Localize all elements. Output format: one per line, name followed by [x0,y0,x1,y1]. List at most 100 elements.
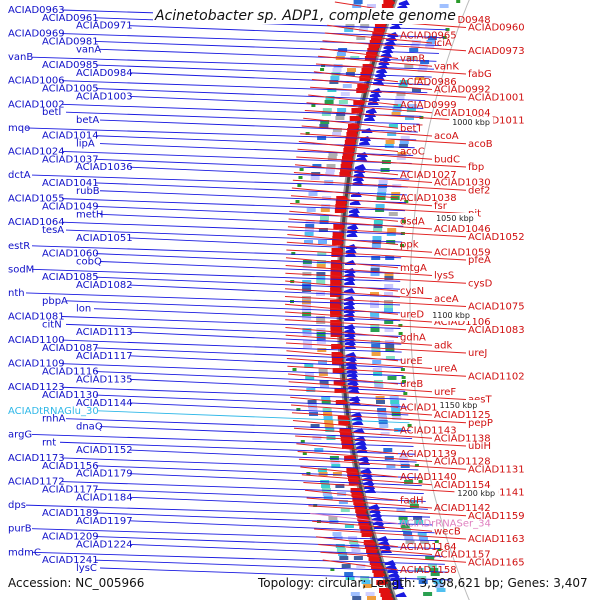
gene-label: fabG [468,69,492,80]
gene-label: pbpA [42,296,68,307]
leader-line [288,381,433,393]
leader-line [31,245,402,259]
cog-block [320,120,330,124]
gene-label: ACIAD1037 [42,154,99,165]
gene-label: nth [8,288,25,299]
cog-block [340,92,350,96]
gene-label: ACIAD1157 [434,550,491,561]
cog-block [362,584,372,588]
leader-line [306,102,433,114]
leader-line [61,33,442,47]
gene-label: ACIAD0981 [42,36,99,47]
cog-block [320,208,330,212]
cog-block [341,564,351,568]
gene-label: ACIAD1060 [42,249,99,260]
gene-label: ACIAD1156 [42,461,99,472]
gene-label: ACIAD1173 [8,453,65,464]
kbp-label: 1100 kbp [432,311,470,320]
gene-label: ACIAD1003 [76,91,133,102]
kbp-label-bg [454,488,499,499]
cog-block [328,152,338,156]
leader-line [285,257,399,269]
forward-gene-mark [361,532,374,537]
leader-line [285,334,433,346]
gc-tick [296,408,301,411]
gene-label: gdhA [400,333,426,344]
gene-label: ACIAD1027 [400,170,457,181]
cog-block [384,328,394,332]
cog-block [426,40,436,44]
leader-line [320,551,467,563]
forward-gene-mark [330,280,343,285]
gene-label: ACIAD1002 [8,99,65,110]
leader-line [313,71,399,83]
kbp-label-bg [436,400,481,411]
gc-tick [437,548,442,551]
leader-line [324,32,433,44]
reverse-gene-mark [364,116,376,121]
gene-label: ACIAD1102 [468,371,525,382]
leader-line [31,528,438,542]
gene-label: ureB [400,379,423,390]
gene-label: vanK [434,61,459,72]
reverse-gene-mark [345,352,357,357]
gene-label: ACIAD1113 [76,327,133,338]
reverse-gene-mark [346,232,358,237]
leader-line [297,451,433,462]
forward-gene-mark [376,580,389,585]
gene-label: adk [434,340,452,351]
gene-label: ACIAD1006 [8,76,65,87]
gene-label: rnhA [42,414,66,425]
leader-line [322,559,399,571]
leader-line [289,210,399,222]
cog-block [304,240,313,244]
forward-gene-mark [335,400,348,405]
cog-block [302,308,311,312]
reverse-gene-mark [344,272,356,277]
leader-line [287,234,399,245]
forward-gene-mark [383,0,396,5]
cog-block [399,520,409,524]
forward-gene-mark [347,124,360,129]
forward-gene-mark [373,28,386,33]
cog-block [344,572,354,576]
leader-line [129,543,443,557]
leader-line [289,389,467,400]
cog-block [417,68,427,72]
gene-label: cysD [468,278,493,289]
gc-tick [434,540,439,543]
forward-gene-mark [381,596,394,600]
gene-label: ACIAD1117 [76,351,133,362]
leader-line [285,288,433,300]
cog-block [305,376,315,380]
gc-tick [398,324,403,327]
gene-label: ACIAD1139 [400,449,457,460]
forward-gene-mark [344,140,357,145]
gc-tick [404,200,409,203]
gene-label: ACIAD1083 [468,325,525,336]
cog-block [318,360,327,364]
gene-label: sodM [8,264,34,275]
reverse-gene-mark [344,304,356,309]
leader-line [285,280,399,292]
gene-label: ACIAD1130 [42,390,99,401]
leader-line [295,164,399,176]
cog-block [339,556,349,560]
cog-block [342,84,352,88]
cog-block [370,328,380,332]
leader-line [95,88,426,102]
leader-line [303,482,467,493]
cog-block [390,404,400,408]
gc-tick [299,168,304,171]
kbp-scale-labels: 1000 kbp 1050 kbp 1100 kbp 1150 kbp 1200 kbp [429,117,499,499]
cog-block [371,340,380,344]
reverse-gene-mark [371,516,383,521]
cog-block [321,112,331,116]
cog-block [316,328,326,332]
leader-line [285,272,467,284]
leader-line [129,331,402,345]
leader-line [303,117,399,129]
leader-line [129,402,409,416]
gene-label: betA [76,115,99,126]
